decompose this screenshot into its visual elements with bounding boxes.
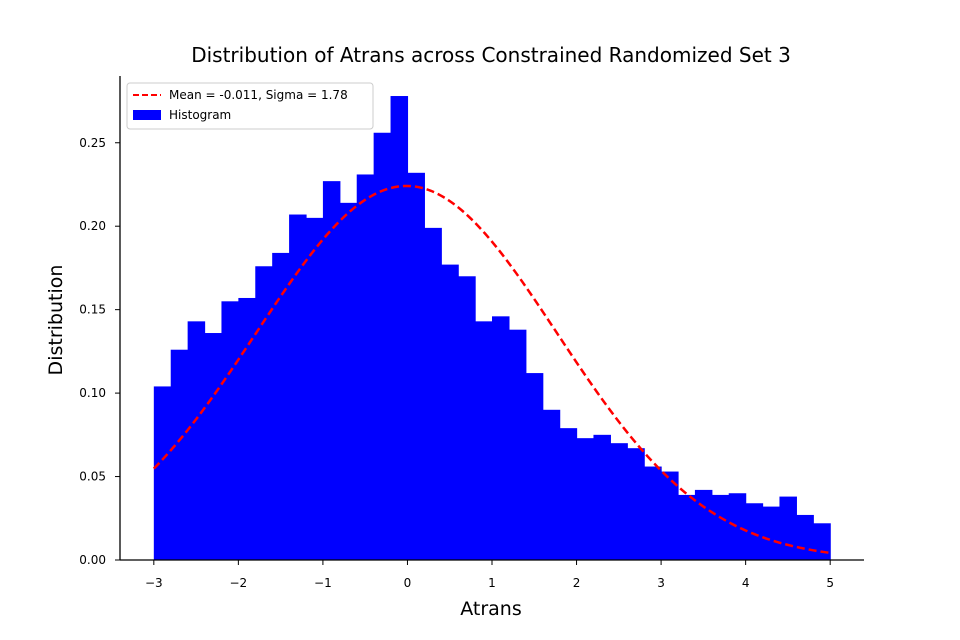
normal-fit-line — [152, 184, 831, 555]
x-tick-label: −2 — [230, 576, 248, 590]
x-tick-label: 0 — [404, 576, 412, 590]
histogram-bar — [728, 493, 747, 560]
histogram-bar — [661, 471, 679, 560]
histogram-bar — [508, 329, 527, 560]
x-tick-label: 2 — [573, 576, 581, 590]
y-tick-label: 0.15 — [79, 303, 106, 317]
histogram-bar — [221, 301, 239, 560]
x-tick-label: 4 — [742, 576, 750, 590]
histogram-bar — [407, 172, 425, 561]
histogram-bar — [542, 409, 561, 560]
legend-histogram-swatch — [133, 110, 161, 120]
histogram-bar — [694, 489, 713, 560]
y-ticks-group: 0.00 0.05 0.10 0.15 0.20 0.25 — [79, 136, 120, 567]
x-tick-label: 3 — [657, 576, 665, 590]
histogram-bar — [492, 316, 510, 560]
y-tick-label: 0.00 — [79, 553, 106, 567]
histogram-bar — [356, 174, 375, 560]
fit-line-group — [152, 184, 831, 555]
histogram-bar — [238, 297, 256, 560]
histogram-bar — [458, 276, 476, 560]
histogram-bar — [187, 321, 206, 560]
histogram-bar — [170, 349, 189, 560]
y-tick-label: 0.05 — [79, 470, 106, 484]
histogram-bar — [644, 466, 662, 560]
histogram-bar — [762, 506, 781, 560]
histogram-bar — [424, 227, 442, 560]
y-tick-label: 0.10 — [79, 386, 106, 400]
histogram-bar — [255, 266, 273, 560]
histogram-bar — [272, 252, 290, 560]
histogram-bar — [678, 494, 696, 560]
histogram-bar — [576, 438, 595, 560]
histogram-bar — [373, 132, 392, 561]
x-ticks-group: −3 −2 −1 0 1 2 3 4 5 — [145, 560, 834, 590]
legend-frame — [126, 82, 374, 130]
histogram-bar — [441, 264, 459, 560]
histogram-bar — [306, 217, 324, 561]
histogram-bar — [339, 202, 358, 561]
histogram-bar — [475, 321, 493, 560]
chart-title: Distribution of Atrans across Constraine… — [191, 43, 791, 67]
histogram-bar — [610, 443, 628, 560]
histogram-bar — [559, 428, 578, 560]
x-tick-label: −3 — [145, 576, 163, 590]
legend-histogram-label: Histogram — [169, 108, 231, 122]
y-tick-label: 0.25 — [79, 136, 106, 150]
bars-group — [153, 96, 831, 561]
x-tick-label: 1 — [488, 576, 496, 590]
histogram-bar — [390, 96, 409, 560]
histogram-bar — [711, 494, 730, 560]
y-tick-label: 0.20 — [79, 219, 106, 233]
x-tick-label: −1 — [314, 576, 332, 590]
y-axis-label: Distribution — [45, 265, 67, 376]
histogram-bar — [796, 514, 814, 560]
histogram-bar — [322, 181, 341, 560]
histogram-bar — [813, 523, 831, 560]
histogram-bar — [289, 214, 307, 560]
histogram-bar — [153, 386, 172, 560]
histogram-bar — [779, 496, 797, 560]
histogram-bar — [525, 373, 544, 560]
legend: Mean = -0.011, Sigma = 1.78 Histogram — [126, 82, 374, 130]
histogram-bar — [593, 434, 611, 560]
x-axis-label: Atrans — [460, 598, 522, 620]
x-tick-label: 5 — [826, 576, 834, 590]
histogram-bar — [745, 503, 764, 560]
legend-fit-label: Mean = -0.011, Sigma = 1.78 — [169, 88, 348, 102]
histogram-bar — [627, 448, 645, 560]
histogram-bar — [204, 333, 223, 560]
